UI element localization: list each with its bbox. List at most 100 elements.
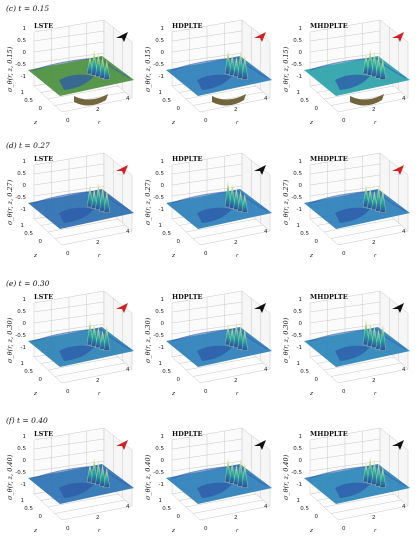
r-axis-label: r [374, 120, 377, 126]
y-tick-label: 0.5 [17, 171, 26, 177]
stress-surface [28, 183, 134, 229]
method-label: MHDPLTE [310, 155, 348, 163]
r-tick-label: 4 [402, 504, 406, 510]
figure-row: (c) t = 0.15 1 0.5 0 -0.5 -1 1 0.5 0 0 2 4 z r LSTE σ_θ… [0, 0, 419, 136]
y-axis-label: σ_θ(r, z, 0.40) [144, 454, 152, 500]
z-tick-label: 1 [21, 90, 25, 96]
y-tick-label: 0 [161, 321, 165, 327]
z-axis-label: z [171, 391, 175, 397]
y-tick-label: 0 [23, 321, 27, 327]
y-tick-label: -1 [159, 482, 164, 488]
z-tick-label: 0.5 [24, 506, 33, 512]
z-axis-label: z [171, 120, 175, 126]
z-tick-label: 0 [177, 377, 181, 383]
z-tick-label: 0.5 [300, 506, 309, 512]
z-tick-label: 0.5 [300, 98, 309, 104]
row-label: (c) t = 0.15 [6, 4, 50, 13]
y-tick-label: 0.5 [17, 446, 26, 452]
method-label: LSTE [34, 293, 54, 301]
y-tick-label: -1 [21, 74, 26, 80]
surface-plot-panel: 1 0.5 0 -0.5 -1 1 0.5 0 0 2 4 z r HDPLTE σ_θ(r, z, 0.4… [142, 420, 278, 550]
r-tick-label: 4 [264, 96, 268, 102]
y-tick-label: -1 [159, 345, 164, 351]
z-tick-label: 1 [297, 498, 301, 504]
y-tick-label: -0.5 [15, 470, 26, 476]
r-tick-label: 2 [372, 240, 376, 246]
r-tick-label: 4 [264, 367, 268, 373]
r-axis-label: r [374, 253, 377, 259]
z-tick-label: 0 [177, 106, 181, 112]
surface-plot-panel: 1 0.5 0 -0.5 -1 1 0.5 0 0 2 4 z r HDPLTE σ_θ(r, z, 0.1… [142, 12, 278, 142]
direction-arrow-icon [392, 32, 404, 42]
z-tick-label: 0 [39, 106, 43, 112]
direction-arrow-icon [392, 440, 404, 450]
surface-plot-panel: 1 0.5 0 -0.5 -1 1 0.5 0 0 2 4 z r LSTE σ_θ(r, z, 0.40) [4, 420, 140, 550]
y-axis-label: σ_θ(r, z, 0.15) [282, 46, 290, 92]
r-tick-label: 0 [204, 526, 208, 532]
z-tick-label: 0 [315, 106, 319, 112]
direction-arrow-icon [254, 32, 266, 42]
y-axis-label: σ_θ(r, z, 0.30) [6, 317, 14, 363]
surface-plot: 1 0.5 0 -0.5 -1 1 0.5 0 0 2 4 z r [291, 152, 410, 259]
y-tick-label: 1 [299, 26, 303, 32]
r-tick-label: 2 [96, 240, 100, 246]
z-tick-label: 0.5 [162, 506, 171, 512]
method-label: MHDPLTE [310, 293, 348, 301]
y-axis-label: σ_θ(r, z, 0.15) [6, 46, 14, 92]
y-tick-label: 0.5 [293, 309, 302, 315]
r-tick-label: 0 [66, 389, 70, 395]
stress-surface [28, 458, 134, 504]
y-tick-label: -0.5 [153, 470, 164, 476]
r-axis-label: r [98, 253, 101, 259]
surface-plot: 1 0.5 0 -0.5 -1 1 0.5 0 0 2 4 z r [15, 152, 134, 259]
z-tick-label: 1 [159, 361, 163, 367]
r-axis-label: r [98, 391, 101, 397]
r-tick-label: 2 [372, 107, 376, 113]
z-tick-label: 1 [297, 361, 301, 367]
z-axis-label: z [171, 253, 175, 259]
z-tick-label: 0.5 [162, 369, 171, 375]
method-label: HDPLTE [172, 155, 203, 163]
y-tick-label: -1 [21, 482, 26, 488]
r-tick-label: 0 [204, 251, 208, 257]
surface-plot-panel: 1 0.5 0 -0.5 -1 1 0.5 0 0 2 4 z r MHDPLTE σ_θ(r, z, 0.… [280, 420, 416, 550]
y-tick-label: 0.5 [155, 38, 164, 44]
r-tick-label: 0 [204, 118, 208, 124]
direction-arrow-icon [116, 165, 128, 175]
r-tick-label: 2 [96, 107, 100, 113]
y-tick-label: 0.5 [293, 38, 302, 44]
z-axis-label: z [33, 120, 37, 126]
method-label: LSTE [34, 430, 54, 438]
r-tick-label: 2 [372, 378, 376, 384]
r-tick-label: 4 [264, 229, 268, 235]
z-tick-label: 0.5 [162, 231, 171, 237]
z-tick-label: 0.5 [162, 98, 171, 104]
y-tick-label: 0 [299, 50, 303, 56]
r-tick-label: 0 [342, 251, 346, 257]
r-tick-label: 0 [66, 526, 70, 532]
y-tick-label: 0 [161, 50, 165, 56]
r-tick-label: 2 [234, 515, 238, 521]
y-tick-label: 1 [23, 159, 27, 165]
y-tick-label: 1 [299, 159, 303, 165]
r-tick-label: 2 [234, 378, 238, 384]
z-tick-label: 0 [39, 377, 43, 383]
z-axis-label: z [309, 120, 313, 126]
stress-surface [166, 50, 272, 106]
y-tick-label: 0.5 [293, 446, 302, 452]
y-tick-label: 0.5 [155, 171, 164, 177]
y-tick-label: 0.5 [17, 38, 26, 44]
y-tick-label: 0 [299, 458, 303, 464]
y-tick-label: -0.5 [153, 62, 164, 68]
surface-plot-panel: 1 0.5 0 -0.5 -1 1 0.5 0 0 2 4 z r HDPLTE σ_θ(r, z, 0.2… [142, 145, 278, 275]
r-axis-label: r [98, 528, 101, 534]
z-tick-label: 0 [177, 239, 181, 245]
stress-surface [28, 320, 134, 367]
surface-plot-panel: 1 0.5 0 -0.5 -1 1 0.5 0 0 2 4 z r LSTE σ_θ(r, z, 0.15) [4, 12, 140, 142]
y-tick-label: -1 [21, 207, 26, 213]
r-tick-label: 4 [402, 229, 406, 235]
z-tick-label: 0.5 [24, 369, 33, 375]
y-tick-label: 0.5 [17, 309, 26, 315]
direction-arrow-icon [392, 303, 404, 313]
z-tick-label: 0.5 [24, 98, 33, 104]
